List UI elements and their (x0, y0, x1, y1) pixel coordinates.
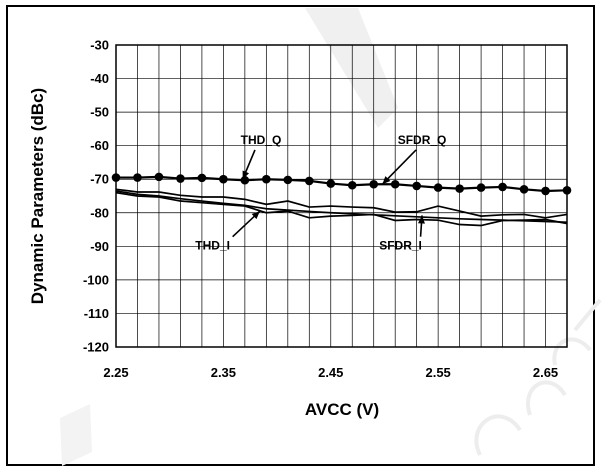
y-tick-label: -100 (83, 272, 109, 287)
data-point-thd-q (498, 182, 507, 192)
data-point-thd-q (562, 185, 572, 195)
x-tick-labels: 2.25 2.35 2.45 2.55 2.65 (103, 365, 558, 380)
y-tick-label: -110 (84, 306, 109, 321)
series-line-thd-i (115, 191, 568, 227)
data-point-thd-q (133, 173, 142, 182)
annotation-arrowhead-sfdr-i (417, 215, 425, 224)
x-tick-label: 2.35 (211, 365, 236, 380)
annotation-sfdr-q: SFDR_Q (398, 133, 447, 147)
series-line-sfdr-q (115, 188, 568, 219)
data-point-thd-q (283, 175, 293, 185)
data-point-thd-q (326, 179, 336, 188)
x-axis-label: AVCC (V) (305, 400, 379, 419)
annotation-arrow-sfdr-q (381, 149, 417, 185)
annotation-arrowhead-thd-q (242, 170, 250, 180)
y-tick-label: -40 (90, 71, 109, 86)
y-axis-label: Dynamic Parameters (dBc) (28, 88, 47, 304)
y-tick-label: -60 (90, 138, 109, 153)
y-tick-label: -90 (90, 239, 109, 254)
annotation-arrowhead-sfdr-q (382, 176, 391, 185)
x-tick-label: 2.45 (318, 365, 343, 380)
data-point-thd-q (262, 174, 271, 184)
data-point-thd-q (433, 183, 443, 192)
data-point-thd-q (476, 183, 486, 192)
data-point-thd-q (390, 179, 400, 189)
data-point-thd-q (219, 174, 228, 184)
plot-area-border (115, 44, 568, 348)
data-point-thd-q (111, 173, 121, 182)
data-point-thd-q (240, 175, 250, 185)
data-point-thd-q (455, 184, 464, 193)
chart-frame (6, 5, 595, 466)
x-tick-label: 2.25 (103, 365, 128, 380)
series-line-sfdr-i (115, 190, 568, 224)
series-line-thd-q (116, 175, 568, 193)
y-tick-label: -30 (90, 38, 109, 53)
annotation-sfdr-i: SFDR_I (379, 239, 422, 253)
data-point-thd-q (519, 184, 529, 194)
y-tick-label: -70 (90, 172, 109, 187)
annotation-layer: THD_Q SFDR_Q THD_I SFDR_I (195, 133, 446, 253)
data-point-thd-q (304, 176, 314, 186)
data-point-thd-q (369, 179, 379, 189)
data-point-thd-q (197, 173, 207, 183)
data-point-thd-q (412, 181, 421, 191)
annotation-thd-q: THD_Q (241, 133, 282, 147)
data-point-thd-q (176, 174, 185, 183)
data-point-thd-q (541, 186, 550, 196)
x-tick-label: 2.65 (533, 365, 558, 380)
y-tick-label: -80 (90, 205, 109, 220)
x-tick-label: 2.55 (425, 365, 450, 380)
annotation-arrowhead-thd-i (251, 211, 260, 220)
y-tick-labels: -30 -40 -50 -60 -70 -80 -90 -100 -110 -120 (83, 38, 109, 355)
y-tick-label: -50 (90, 105, 109, 120)
data-point-thd-q (154, 172, 164, 182)
data-point-thd-q (347, 180, 357, 190)
series-layer (111, 172, 572, 227)
annotation-thd-i: THD_I (195, 239, 230, 253)
y-tick-label: -120 (83, 340, 109, 355)
